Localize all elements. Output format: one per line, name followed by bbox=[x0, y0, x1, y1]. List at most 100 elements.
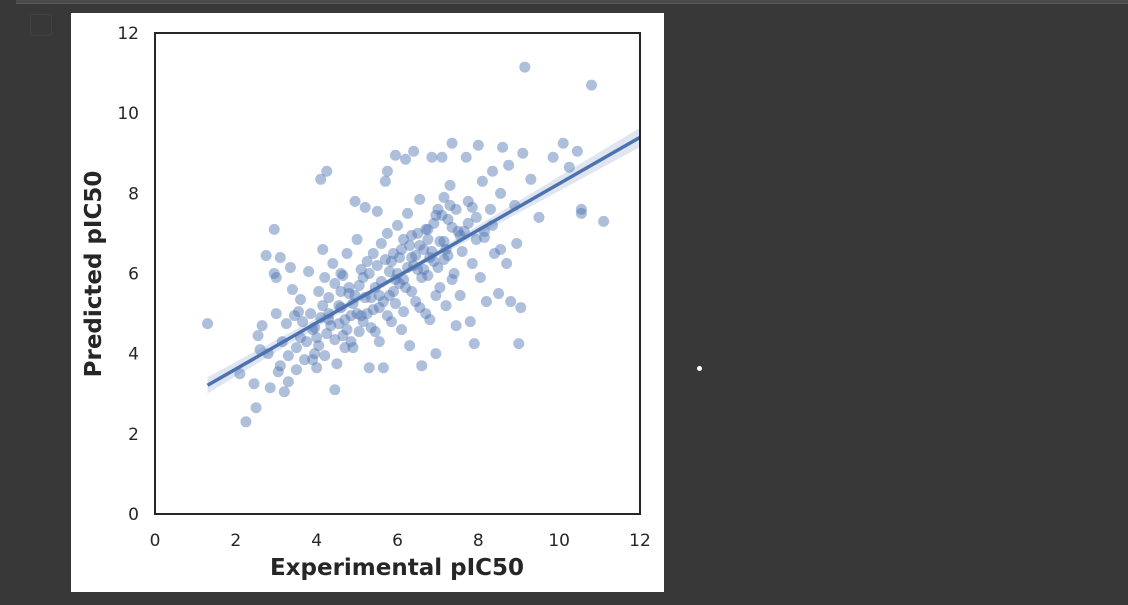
data-point bbox=[299, 354, 311, 366]
data-point bbox=[452, 225, 464, 237]
data-point bbox=[321, 165, 333, 177]
data-point bbox=[466, 201, 478, 213]
plot-frame bbox=[154, 32, 641, 515]
x-ticks: 0 2 4 6 8 10 12 bbox=[150, 531, 651, 551]
x-tick-label: 4 bbox=[311, 531, 322, 551]
data-point bbox=[351, 233, 363, 245]
data-point bbox=[359, 201, 371, 213]
data-point bbox=[353, 326, 365, 338]
data-point bbox=[400, 153, 412, 165]
data-point bbox=[379, 253, 391, 265]
data-point bbox=[525, 173, 537, 185]
data-point bbox=[268, 223, 280, 235]
data-point bbox=[474, 272, 486, 284]
data-point bbox=[248, 378, 260, 390]
data-point bbox=[480, 296, 492, 308]
data-point bbox=[515, 302, 527, 314]
data-point bbox=[476, 175, 488, 187]
data-point bbox=[414, 302, 426, 314]
data-point bbox=[436, 151, 448, 163]
data-point bbox=[381, 310, 393, 322]
data-point bbox=[373, 336, 385, 348]
data-point bbox=[337, 270, 349, 282]
data-point bbox=[268, 268, 280, 279]
data-point bbox=[408, 145, 420, 157]
y-tick-label: 8 bbox=[128, 184, 139, 204]
data-point bbox=[323, 292, 335, 304]
data-point bbox=[290, 364, 302, 376]
data-point bbox=[438, 253, 450, 265]
data-point bbox=[434, 235, 446, 247]
data-point bbox=[398, 274, 410, 286]
data-point bbox=[446, 221, 458, 233]
data-point bbox=[575, 203, 587, 215]
data-point bbox=[424, 314, 436, 326]
data-point bbox=[412, 227, 424, 239]
data-point bbox=[270, 272, 282, 284]
data-point bbox=[333, 318, 345, 330]
data-point bbox=[495, 243, 507, 255]
data-point bbox=[398, 306, 410, 318]
data-point bbox=[313, 286, 325, 298]
data-point bbox=[260, 249, 272, 261]
data-point bbox=[311, 362, 323, 374]
data-point bbox=[373, 302, 385, 314]
data-point bbox=[404, 340, 416, 352]
data-point bbox=[432, 261, 444, 273]
data-point bbox=[404, 239, 416, 251]
data-point bbox=[282, 350, 294, 362]
data-point bbox=[468, 338, 480, 350]
data-point bbox=[396, 324, 408, 336]
y-ticks: 0 2 4 6 8 10 12 bbox=[117, 24, 139, 525]
data-point bbox=[389, 149, 401, 161]
data-point bbox=[442, 213, 454, 225]
data-point bbox=[250, 402, 262, 414]
data-point bbox=[361, 308, 373, 320]
data-point bbox=[367, 247, 379, 259]
data-point bbox=[355, 310, 367, 322]
data-point bbox=[307, 354, 319, 366]
data-point bbox=[321, 328, 333, 340]
data-point bbox=[444, 179, 456, 191]
data-point bbox=[484, 203, 496, 215]
data-point bbox=[256, 320, 268, 332]
data-point bbox=[489, 247, 500, 259]
data-point bbox=[446, 274, 458, 286]
data-point bbox=[416, 272, 428, 284]
data-point bbox=[422, 223, 434, 235]
data-point bbox=[410, 249, 422, 261]
x-tick-label: 8 bbox=[473, 531, 484, 551]
data-point bbox=[369, 326, 381, 338]
data-point bbox=[385, 316, 397, 328]
data-point bbox=[422, 270, 434, 282]
y-axis-title: Predicted pIC50 bbox=[81, 171, 107, 378]
data-point bbox=[335, 268, 347, 279]
cell-toolbar-icon bbox=[30, 14, 52, 36]
data-point bbox=[345, 310, 357, 322]
data-point bbox=[315, 173, 327, 185]
data-point bbox=[513, 338, 525, 350]
data-point bbox=[343, 282, 355, 294]
data-point bbox=[329, 278, 341, 290]
y-tick-label: 0 bbox=[128, 505, 139, 525]
data-point bbox=[280, 318, 292, 330]
data-point bbox=[377, 296, 389, 308]
data-point bbox=[290, 342, 302, 354]
data-point bbox=[472, 139, 484, 151]
data-point bbox=[432, 203, 444, 215]
data-point bbox=[392, 219, 403, 231]
data-point bbox=[381, 165, 393, 177]
data-point bbox=[478, 231, 490, 243]
data-point bbox=[274, 360, 286, 372]
y-tick-label: 12 bbox=[117, 24, 139, 44]
data-point bbox=[414, 193, 426, 205]
data-point bbox=[462, 195, 474, 207]
data-point bbox=[497, 141, 509, 153]
data-point bbox=[274, 251, 286, 263]
data-point bbox=[234, 368, 246, 380]
data-point bbox=[329, 334, 341, 346]
data-point bbox=[349, 195, 361, 207]
data-point bbox=[361, 255, 373, 267]
data-point bbox=[339, 314, 351, 326]
data-point bbox=[292, 306, 304, 318]
